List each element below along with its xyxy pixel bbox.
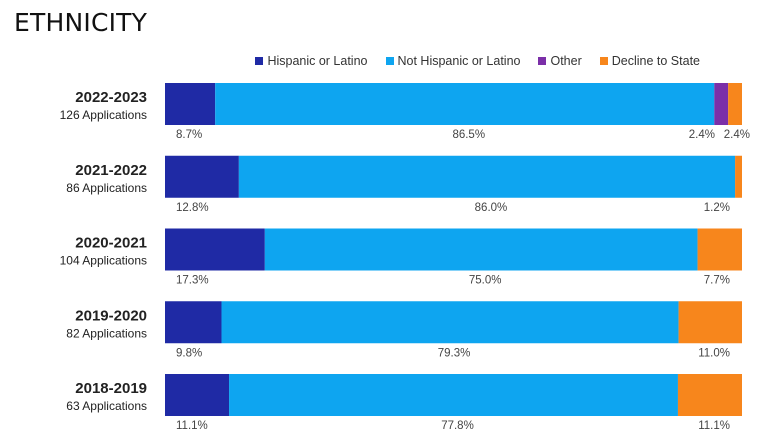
legend-swatch xyxy=(538,57,547,65)
bar-segment-3 xyxy=(678,301,742,344)
row-applications-label: 63 Applications xyxy=(66,399,147,413)
data-label: 12.8% xyxy=(176,202,209,214)
data-label: 17.3% xyxy=(176,275,209,287)
row-year-label: 2021-2022 xyxy=(75,162,147,179)
bar-segment-1 xyxy=(229,374,678,416)
row-applications-label: 86 Applications xyxy=(66,181,147,195)
legend-item-0: Hispanic or Latino xyxy=(255,54,368,68)
legend-label: Decline to State xyxy=(611,54,700,68)
data-label: 79.3% xyxy=(438,347,471,359)
row-year-label: 2022-2023 xyxy=(75,89,147,106)
bar-segment-0 xyxy=(165,301,222,344)
chart-legend: Hispanic or Latino Not Hispanic or Latino… xyxy=(255,54,700,68)
row-applications-label: 104 Applications xyxy=(60,254,147,268)
data-label: 11.0% xyxy=(698,347,730,359)
bar-segment-3 xyxy=(677,374,742,416)
data-label: 75.0% xyxy=(469,275,502,287)
legend-swatch xyxy=(385,57,394,65)
legend-swatch xyxy=(599,57,608,65)
bar-segment-1 xyxy=(215,83,715,125)
bar-segment-2 xyxy=(714,83,729,125)
data-label: 2.4% xyxy=(724,129,750,141)
legend-label: Hispanic or Latino xyxy=(267,54,368,68)
bar-segment-3 xyxy=(728,83,742,125)
data-label: 2.4% xyxy=(689,129,715,141)
data-label: 7.7% xyxy=(704,275,730,287)
row-applications-label: 82 Applications xyxy=(66,326,147,340)
row-year-label: 2018-2019 xyxy=(75,380,147,397)
data-label: 86.0% xyxy=(475,202,508,214)
row-year-label: 2019-2020 xyxy=(75,307,147,324)
chart-title: ETHNICITY xyxy=(14,8,148,37)
data-label: 8.7% xyxy=(176,129,202,141)
data-label: 9.8% xyxy=(176,347,202,359)
bar-segment-0 xyxy=(165,83,216,125)
bar-segment-1 xyxy=(238,155,736,198)
data-label: 86.5% xyxy=(452,129,485,141)
bar-segment-1 xyxy=(221,301,679,344)
legend-swatch xyxy=(255,57,264,65)
bar-segment-0 xyxy=(165,374,230,416)
legend-item-1: Not Hispanic or Latino xyxy=(385,54,521,68)
bar-segment-3 xyxy=(697,228,742,271)
bar-segment-0 xyxy=(165,228,265,271)
bar-segment-0 xyxy=(165,155,239,198)
row-year-label: 2020-2021 xyxy=(75,235,147,252)
data-label: 11.1% xyxy=(176,420,208,432)
legend-label: Other xyxy=(550,54,582,68)
bar-segment-1 xyxy=(264,228,698,271)
legend-label: Not Hispanic or Latino xyxy=(397,54,521,68)
data-label: 77.8% xyxy=(441,420,474,432)
data-label: 1.2% xyxy=(704,202,730,214)
row-applications-label: 126 Applications xyxy=(60,108,147,122)
legend-item-3: Decline to State xyxy=(599,54,700,68)
bar-segment-3 xyxy=(735,155,742,198)
data-label: 11.1% xyxy=(698,420,730,432)
legend-item-2: Other xyxy=(538,54,582,68)
